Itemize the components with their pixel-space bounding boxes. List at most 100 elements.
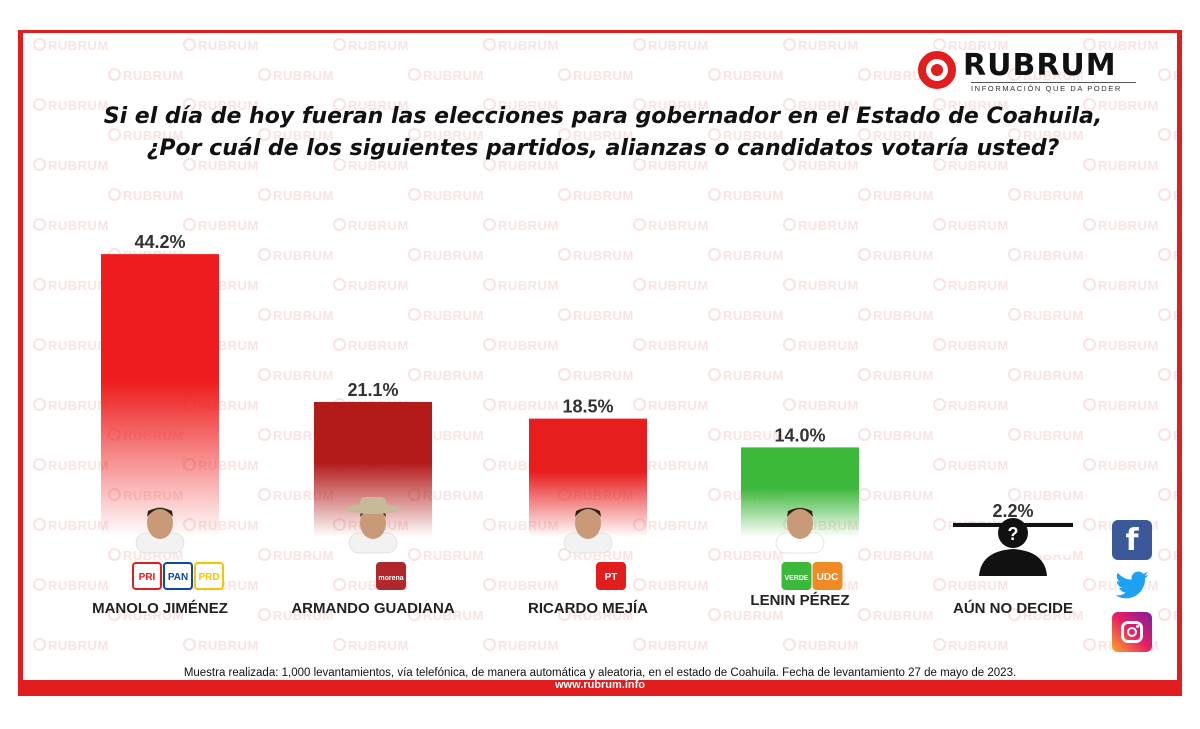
watermark: RUBRUM: [408, 488, 484, 503]
watermark: RUBRUM: [483, 638, 559, 653]
watermark: RUBRUM: [708, 548, 784, 563]
category-label: ARMANDO GUADIANA: [291, 600, 454, 617]
watermark: RUBRUM: [333, 158, 409, 173]
watermark: RUBRUM: [33, 98, 109, 113]
watermark: RUBRUM: [708, 188, 784, 203]
chart-title-line-1: Si el día de hoy fueran las elecciones p…: [103, 104, 1103, 129]
watermark: RUBRUM: [258, 128, 334, 143]
party-logo: [596, 562, 626, 590]
watermark: RUBRUM: [1008, 428, 1084, 443]
methodology-note: Muestra realizada: 1,000 levantamientos,…: [183, 667, 1017, 679]
value-label: 44.2%: [134, 232, 185, 252]
watermark: RUBRUM: [1008, 248, 1084, 263]
watermark: RUBRUM: [633, 638, 709, 653]
watermark: RUBRUM: [483, 98, 559, 113]
watermark: RUBRUM: [183, 638, 259, 653]
watermark: RUBRUM: [858, 308, 934, 323]
watermark: RUBRUM: [633, 158, 709, 173]
watermark: RUBRUM: [858, 128, 934, 143]
watermark: RUBRUM: [108, 68, 184, 83]
watermark: RUBRUM: [858, 428, 934, 443]
watermark: RUBRUM: [783, 98, 859, 113]
twitter-icon[interactable]: [1112, 566, 1152, 606]
watermark: RUBRUM: [633, 578, 709, 593]
party-logo-label: PAN: [168, 572, 188, 583]
watermark: RUBRUM: [33, 158, 109, 173]
party-logo-label: morena: [378, 575, 403, 582]
watermark: RUBRUM: [483, 158, 559, 173]
party-logo: [812, 562, 843, 590]
watermark: RUBRUM: [933, 218, 1009, 233]
instagram-glyph: [1121, 621, 1143, 643]
watermark: RUBRUM: [183, 38, 259, 53]
watermark: RUBRUM: [633, 278, 709, 293]
watermark: RUBRUM: [708, 308, 784, 323]
watermark: RUBRUM: [1083, 458, 1159, 473]
watermark: RUBRUM: [483, 338, 559, 353]
watermark: RUBRUM: [1083, 218, 1159, 233]
watermark: RUBRUM: [33, 578, 109, 593]
party-logo-label: VERDE: [784, 575, 808, 582]
instagram-icon[interactable]: [1112, 612, 1152, 652]
question-mark-icon: ?: [1008, 524, 1019, 544]
watermark: RUBRUM: [708, 128, 784, 143]
watermark: RUBRUM: [558, 308, 634, 323]
watermark: RUBRUM: [1008, 308, 1084, 323]
watermark: RUBRUM: [708, 368, 784, 383]
watermark: RUBRUM: [408, 308, 484, 323]
watermark: RUBRUM: [258, 68, 334, 83]
watermark: RUBRUM: [633, 218, 709, 233]
value-label: 2.2%: [992, 501, 1033, 521]
watermark: RUBRUM: [1158, 308, 1177, 323]
watermark: RUBRUM: [1083, 98, 1159, 113]
watermark-layer: RUBRUM RUBRUM RUBRUM RUBRUM RUBRUM RUBRUM RUBR…: [23, 33, 1177, 680]
category-label: AÚN NO DECIDE: [953, 599, 1073, 617]
red-frame: RUBRUM RUBRUM RUBRUM RUBRUM RUBRUM RUBRUM RUBR…: [18, 30, 1182, 696]
watermark: RUBRUM: [783, 218, 859, 233]
watermark: RUBRUM: [108, 128, 184, 143]
watermark: RUBRUM: [33, 638, 109, 653]
watermark: RUBRUM: [783, 278, 859, 293]
facebook-icon[interactable]: f: [1112, 520, 1152, 560]
watermark: RUBRUM: [633, 98, 709, 113]
watermark: RUBRUM: [633, 458, 709, 473]
hat-crown: [360, 497, 386, 509]
watermark: RUBRUM: [783, 338, 859, 353]
watermark: RUBRUM: [1008, 608, 1084, 623]
bar-chart: 44.2% PRI PAN PRD MANOLO JIMÉNEZ 21.1% morena A…: [92, 232, 1073, 617]
watermark: RUBRUM: [408, 248, 484, 263]
watermark: RUBRUM: [33, 218, 109, 233]
watermark: RUBRUM: [408, 608, 484, 623]
party-logo-label: PRI: [139, 572, 156, 583]
watermark: RUBRUM: [933, 158, 1009, 173]
party-logo: [132, 562, 162, 590]
watermark: RUBRUM: [108, 608, 184, 623]
watermark: RUBRUM: [708, 248, 784, 263]
watermark: RUBRUM: [1158, 428, 1177, 443]
watermark: RUBRUM: [258, 308, 334, 323]
watermark: RUBRUM: [1158, 128, 1177, 143]
watermark: RUBRUM: [333, 38, 409, 53]
watermark: RUBRUM: [633, 338, 709, 353]
watermark: RUBRUM: [1083, 38, 1159, 53]
party-logo: [163, 562, 193, 590]
watermark: RUBRUM: [1083, 158, 1159, 173]
watermark: RUBRUM: [858, 368, 934, 383]
watermark: RUBRUM: [333, 218, 409, 233]
watermark: RUBRUM: [783, 38, 859, 53]
watermark: RUBRUM: [483, 578, 559, 593]
watermark: RUBRUM: [933, 278, 1009, 293]
watermark: RUBRUM: [33, 398, 109, 413]
watermark: RUBRUM: [783, 398, 859, 413]
party-logo-label: PT: [605, 572, 618, 583]
watermark: RUBRUM: [1083, 398, 1159, 413]
party-logo-label: UDC: [817, 572, 839, 583]
value-label: 21.1%: [347, 380, 398, 400]
logo-tagline: INFORMACIÓN QUE DA PODER: [971, 82, 1136, 93]
rubrum-logo: RUBRUM INFORMACIÓN QUE DA PODER: [918, 49, 1148, 93]
party-logo: [376, 562, 406, 590]
website-link[interactable]: www.rubrum.info: [554, 679, 646, 691]
watermark: RUBRUM: [558, 188, 634, 203]
watermark: RUBRUM: [408, 548, 484, 563]
candidate-hair: [787, 508, 813, 517]
